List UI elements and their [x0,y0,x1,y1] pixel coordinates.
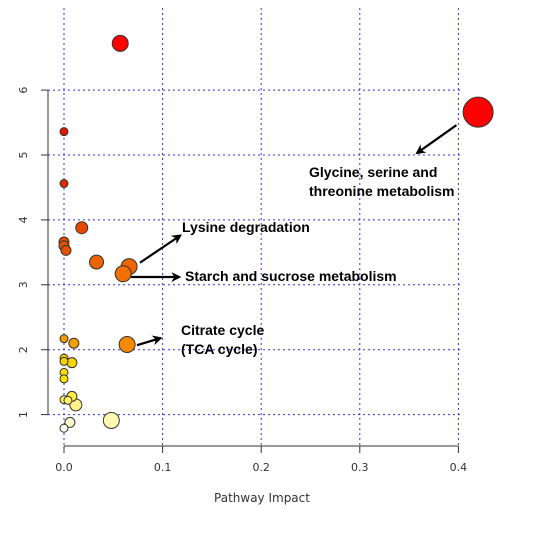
data-point [462,96,494,128]
annotation-label: (TCA cycle) [181,341,258,357]
x-axis-title: Pathway Impact [214,491,310,505]
grid-lines [48,8,462,446]
annotation-label: Citrate cycle [181,322,264,338]
annotation-label: Glycine, serine and [309,164,437,180]
data-point [63,395,73,405]
data-points [58,34,494,433]
data-point [89,254,105,270]
data-point [114,265,132,283]
x-tick-label: 0.1 [154,461,172,474]
x-tick-label: 0.3 [351,461,369,474]
axes: 0.0 0.1 0.2 0.3 0.4 1 2 3 4 5 6 [17,87,467,474]
y-tick-label: 1 [17,411,30,418]
data-point [59,374,69,384]
data-point [111,34,129,52]
y-tick-label: 2 [17,346,30,353]
x-tick-label: 0.2 [252,461,270,474]
data-point [118,336,136,354]
data-point [68,337,80,349]
annotation-label: Starch and sucrose metabolism [185,268,397,284]
annotation-arrow [139,234,183,264]
y-tick-label: 3 [17,281,30,288]
y-tick-label: 6 [17,87,30,94]
x-tick-label: 0.0 [55,461,73,474]
annotation-arrow [136,335,163,347]
annotation-label: threonine metabolism [309,183,454,199]
data-point [60,244,72,256]
data-point [59,334,69,344]
annotations: Glycine, serine and threonine metabolism L… [131,124,458,357]
data-point [75,221,89,235]
data-point [59,423,69,433]
data-point [59,356,69,366]
y-tick-label: 4 [17,216,30,223]
data-point [59,179,69,189]
data-point [59,127,69,137]
annotation-arrow [415,124,458,155]
x-tick-label: 0.4 [450,461,468,474]
annotation-label: Lysine degradation [182,219,310,235]
data-point [102,411,120,429]
data-point [64,416,76,428]
y-tick-label: 5 [17,152,30,159]
data-point [66,357,78,369]
